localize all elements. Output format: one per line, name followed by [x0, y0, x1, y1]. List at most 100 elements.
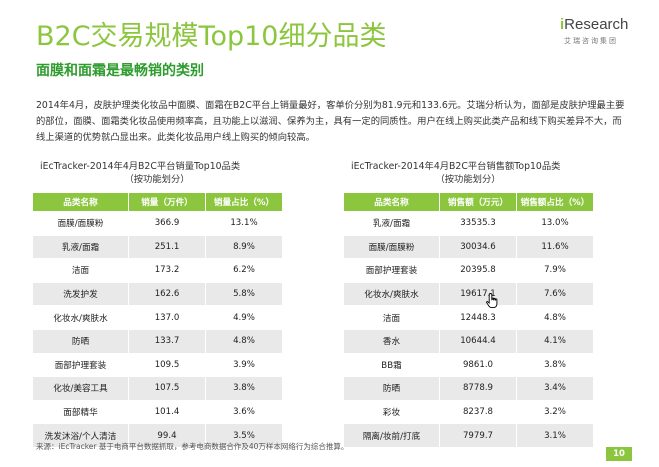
share-cell: 3.9%	[205, 352, 283, 378]
category-name-cell: 防晒	[32, 328, 129, 354]
table-row: 彩妆 8237.8 3.2%	[343, 399, 594, 425]
table-row: 隔离/妆前/打底 7979.7 3.1%	[343, 423, 594, 448]
table-row: 面膜/面膜粉 30034.6 11.6%	[343, 234, 594, 260]
page-number: 10	[606, 447, 632, 461]
table-header-row: 品类名称 销售额（万元） 销售额占比（%）	[343, 192, 594, 212]
share-cell: 4.8%	[516, 305, 594, 330]
table-row: 防晒 8778.9 3.4%	[343, 376, 594, 401]
column-header: 品类名称	[32, 192, 129, 212]
category-name-cell: 防晒	[343, 376, 440, 401]
category-name-cell: 面部护理套装	[32, 352, 129, 378]
value-cell: 8237.8	[439, 399, 517, 425]
value-cell: 251.1	[128, 234, 206, 260]
share-cell: 13.0%	[516, 211, 594, 236]
table-row: BB霜 9861.0 3.8%	[343, 352, 594, 378]
table-row: 化妆水/爽肤水 19617.1 7.6%	[343, 281, 594, 307]
analysis-paragraph: 2014年4月，皮肤护理类化妆品中面膜、面霜在B2C平台上销量最好，客单价分别为…	[36, 100, 625, 143]
value-cell: 173.2	[128, 258, 206, 283]
category-name-cell: 洗发沐浴/个人清洁	[32, 423, 129, 448]
value-cell: 366.9	[128, 211, 206, 236]
sales-volume-caption-sub: （按功能划分）	[124, 174, 190, 185]
share-cell: 13.1%	[205, 211, 283, 236]
category-name-cell: BB霜	[343, 352, 440, 378]
iresearch-logo: iResearch 艾瑞咨询集团	[560, 16, 650, 52]
value-cell: 19617.1	[439, 281, 517, 307]
sales-volume-table: 品类名称 销量（万件） 销量占比（%） 面膜/面膜粉 366.9 13.1% 乳液/面…	[32, 192, 283, 448]
value-cell: 137.0	[128, 305, 206, 330]
page-subtitle: 面膜和面霜是最畅销的类别	[36, 63, 204, 79]
logo-research: Research	[564, 16, 629, 33]
table-row: 防晒 133.7 4.8%	[32, 328, 283, 354]
value-cell: 162.6	[128, 281, 206, 307]
category-name-cell: 洗发护发	[32, 281, 129, 307]
category-name-cell: 彩妆	[343, 399, 440, 425]
sales-volume-caption: iEcTracker-2014年4月B2C平台销量Top10品类	[40, 161, 241, 172]
share-cell: 5.8%	[205, 281, 283, 307]
category-name-cell: 化妆水/爽肤水	[32, 305, 129, 330]
table-row: 化妆水/爽肤水 137.0 4.9%	[32, 305, 283, 330]
category-name-cell: 面部精华	[32, 399, 129, 425]
value-cell: 12448.3	[439, 305, 517, 330]
value-cell: 10644.4	[439, 328, 517, 354]
sales-amount-table: 品类名称 销售额（万元） 销售额占比（%） 乳液/面霜 33535.3 13.0% 面…	[343, 192, 594, 448]
value-cell: 109.5	[128, 352, 206, 378]
category-name-cell: 面膜/面膜粉	[32, 211, 129, 236]
share-cell: 3.8%	[205, 376, 283, 401]
table-row: 洗发护发 162.6 5.8%	[32, 281, 283, 307]
table-row: 洗发沐浴/个人清洁 99.4 3.5%	[32, 423, 283, 448]
category-name-cell: 化妆/美容工具	[32, 376, 129, 401]
logo-i: i	[560, 16, 565, 33]
value-cell: 30034.6	[439, 234, 517, 260]
column-header: 销量占比（%）	[205, 192, 283, 212]
table-row: 洁面 173.2 6.2%	[32, 258, 283, 283]
sales-volume-table-block: iEcTracker-2014年4月B2C平台销量Top10品类 （按功能划分）…	[32, 160, 283, 448]
table-row: 香水 10644.4 4.1%	[343, 328, 594, 354]
category-name-cell: 乳液/面霜	[32, 234, 129, 260]
category-name-cell: 面膜/面膜粉	[343, 234, 440, 260]
share-cell: 3.1%	[516, 423, 594, 448]
share-cell: 4.1%	[516, 328, 594, 354]
table-row: 面部护理套装 20395.8 7.9%	[343, 258, 594, 283]
table-row: 洁面 12448.3 4.8%	[343, 305, 594, 330]
value-cell: 33535.3	[439, 211, 517, 236]
share-cell: 3.2%	[516, 399, 594, 425]
column-header: 销量（万件）	[128, 192, 206, 212]
table-row: 面部护理套装 109.5 3.9%	[32, 352, 283, 378]
column-header: 品类名称	[343, 192, 440, 212]
category-name-cell: 香水	[343, 328, 440, 354]
column-header: 销售额占比（%）	[516, 192, 594, 212]
column-header: 销售额（万元）	[439, 192, 517, 212]
hand-pointer-icon	[486, 293, 498, 309]
category-name-cell: 洁面	[32, 258, 129, 283]
table-row: 乳液/面霜 251.1 8.9%	[32, 234, 283, 260]
table-row: 化妆/美容工具 107.5 3.8%	[32, 376, 283, 401]
share-cell: 3.4%	[516, 376, 594, 401]
share-cell: 7.9%	[516, 258, 594, 283]
share-cell: 3.6%	[205, 399, 283, 425]
category-name-cell: 乳液/面霜	[343, 211, 440, 236]
share-cell: 4.8%	[205, 328, 283, 354]
source-note: 来源：iEcTracker 基于电商平台数据抓取，参考电商数据合作及40万样本网…	[36, 442, 349, 451]
value-cell: 8778.9	[439, 376, 517, 401]
table-row: 乳液/面霜 33535.3 13.0%	[343, 211, 594, 236]
share-cell: 11.6%	[516, 234, 594, 260]
value-cell: 9861.0	[439, 352, 517, 378]
share-cell: 3.8%	[516, 352, 594, 378]
value-cell: 133.7	[128, 328, 206, 354]
table-row: 面部精华 101.4 3.6%	[32, 399, 283, 425]
category-name-cell: 隔离/妆前/打底	[343, 423, 440, 448]
value-cell: 107.5	[128, 376, 206, 401]
value-cell: 20395.8	[439, 258, 517, 283]
category-name-cell: 化妆水/爽肤水	[343, 281, 440, 307]
sales-amount-body: 乳液/面霜 33535.3 13.0% 面膜/面膜粉 30034.6 11.6% 面部护理套…	[343, 211, 594, 448]
share-cell: 4.9%	[205, 305, 283, 330]
share-cell: 6.2%	[205, 258, 283, 283]
value-cell: 7979.7	[439, 423, 517, 448]
page-title: B2C交易规模Top10细分品类	[36, 21, 387, 52]
share-cell: 8.9%	[205, 234, 283, 260]
logo-wordmark: iResearch	[560, 16, 628, 33]
category-name-cell: 面部护理套装	[343, 258, 440, 283]
sales-amount-caption-sub: （按功能划分）	[435, 174, 501, 185]
share-cell: 7.6%	[516, 281, 594, 307]
table-header-row: 品类名称 销量（万件） 销量占比（%）	[32, 192, 283, 212]
